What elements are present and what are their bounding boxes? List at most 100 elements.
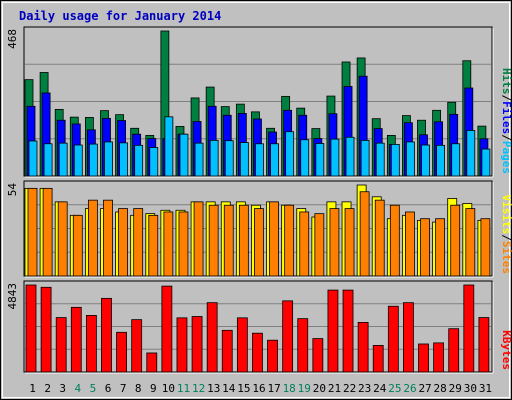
bar-sites-day-20	[314, 213, 325, 277]
x-tick-label-day-2: 2	[44, 382, 51, 395]
legend-separator: /	[500, 234, 512, 241]
bar-pages-day-6	[104, 141, 113, 177]
bar-pages-day-23	[360, 139, 370, 177]
x-axis: 1 2 3 4 5 6 7 8 9 10 11 12 13 14 15 16 17 18 19 20 21 22 23 24 2…	[29, 382, 492, 395]
x-tick-label-day-21: 21	[328, 382, 341, 395]
bar-sites-day-16	[254, 208, 264, 277]
bar-kbytes-day-13	[206, 302, 218, 373]
bar-kbytes-day-5	[85, 315, 97, 373]
panel-legend: Hits/Files/Pages	[500, 68, 512, 174]
x-tick-label-day-9: 9	[150, 382, 157, 395]
bar-pages-day-24	[375, 142, 385, 177]
bar-sites-day-17	[269, 201, 279, 277]
x-tick-label-day-20: 20	[313, 382, 326, 395]
y-max-label: 468	[6, 29, 19, 49]
bar-pages-day-3	[58, 142, 68, 177]
bar-kbytes-day-18	[282, 300, 294, 373]
legend-item-visits: Visits	[500, 195, 512, 235]
bar-kbytes-day-21	[327, 289, 339, 373]
x-tick-label-day-15: 15	[237, 382, 250, 395]
bar-kbytes-day-7	[116, 331, 127, 373]
bar-sites-day-5	[87, 199, 98, 277]
x-tick-label-day-6: 6	[105, 382, 112, 395]
bar-pages-day-12	[194, 142, 204, 177]
x-tick-label-day-18: 18	[283, 382, 296, 395]
x-tick-label-day-11: 11	[177, 382, 190, 395]
bar-kbytes-day-27	[418, 343, 429, 373]
bar-pages-day-8	[134, 144, 144, 177]
x-tick-label-day-8: 8	[135, 382, 142, 395]
bar-pages-day-7	[119, 142, 128, 177]
x-tick-label-day-23: 23	[358, 382, 371, 395]
bar-sites-day-14	[223, 204, 234, 277]
bar-sites-day-19	[299, 211, 310, 277]
bar-pages-day-28	[436, 144, 446, 177]
bar-sites-day-28	[435, 218, 446, 277]
x-tick-label-day-28: 28	[434, 382, 447, 395]
bar-sites-day-7	[118, 208, 128, 277]
bar-pages-day-13	[209, 139, 219, 177]
bar-kbytes-day-19	[297, 318, 309, 373]
bar-pages-day-31	[481, 148, 491, 177]
legend-separator: /	[500, 95, 512, 102]
legend-item-hits: Hits	[500, 68, 512, 95]
x-tick-label-day-22: 22	[343, 382, 356, 395]
bar-pages-day-30	[466, 130, 476, 177]
x-tick-label-day-31: 31	[479, 382, 492, 395]
bar-pages-day-25	[390, 143, 400, 177]
bar-pages-day-16	[255, 143, 264, 177]
bar-pages-day-20	[315, 143, 325, 177]
x-tick-label-day-16: 16	[252, 382, 265, 395]
bar-pages-day-14	[224, 140, 234, 177]
bar-sites-day-10	[163, 211, 174, 277]
panels-layer: 468Hits/Files/Pages54Visits/Sites4843KBy…	[6, 26, 512, 374]
x-tick-label-day-17: 17	[267, 382, 280, 395]
panel-visits-sites: 54 Visits/Sites	[6, 180, 512, 278]
bar-kbytes-day-30	[463, 284, 475, 373]
bar-sites-day-21	[329, 208, 340, 277]
bar-pages-day-2	[43, 143, 53, 177]
bar-pages-day-27	[421, 144, 430, 177]
bar-kbytes-day-28	[433, 342, 445, 373]
bar-pages-day-17	[270, 143, 279, 177]
legend-item-files: Files	[500, 101, 512, 134]
bar-kbytes-day-15	[236, 317, 248, 373]
bar-pages-day-5	[88, 143, 98, 177]
bar-kbytes-day-16	[252, 332, 263, 373]
bar-sites-day-2	[42, 187, 53, 277]
bar-sites-day-25	[389, 204, 400, 277]
y-max-label: 4843	[6, 283, 19, 310]
bar-pages-day-9	[149, 147, 159, 177]
x-tick-label-day-14: 14	[222, 382, 236, 395]
bar-sites-day-13	[208, 204, 219, 277]
legend-item-pages: Pages	[500, 141, 512, 174]
x-tick-label-day-1: 1	[29, 382, 36, 395]
x-tick-label-day-5: 5	[90, 382, 97, 395]
x-tick-label-day-19: 19	[298, 382, 311, 395]
bar-sites-day-22	[344, 208, 355, 277]
bar-pages-day-4	[73, 144, 83, 177]
bar-kbytes-day-24	[372, 345, 384, 373]
bar-kbytes-day-4	[70, 306, 82, 373]
bar-kbytes-day-26	[403, 302, 414, 373]
bar-kbytes-day-11	[176, 317, 188, 373]
bar-sites-day-31	[480, 218, 491, 277]
x-tick-label-day-13: 13	[207, 382, 220, 395]
x-tick-label-day-12: 12	[192, 382, 205, 395]
x-tick-label-day-25: 25	[388, 382, 401, 395]
bar-pages-day-29	[451, 143, 461, 177]
bar-sites-day-8	[133, 208, 144, 277]
x-tick-label-day-26: 26	[403, 382, 416, 395]
bar-pages-day-1	[28, 140, 38, 177]
bar-kbytes-day-3	[55, 317, 67, 373]
x-tick-label-day-7: 7	[120, 382, 127, 395]
bar-pages-day-19	[300, 139, 310, 177]
bar-kbytes-day-14	[221, 329, 233, 373]
legend-item-sites: Sites	[500, 241, 512, 274]
panel-legend: KBytes	[500, 330, 512, 370]
bar-sites-day-26	[405, 211, 415, 277]
legend-item-kbytes: KBytes	[500, 330, 512, 370]
